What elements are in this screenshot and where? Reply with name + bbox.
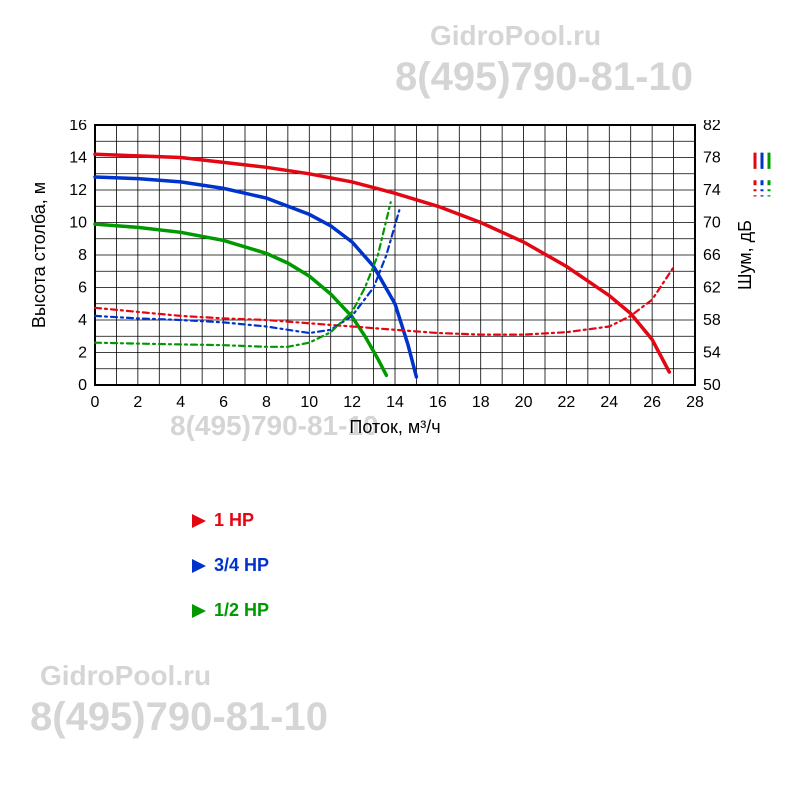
svg-text:74: 74	[703, 182, 721, 199]
svg-text:4: 4	[176, 394, 185, 411]
svg-text:78: 78	[703, 150, 721, 167]
svg-text:8: 8	[78, 247, 87, 264]
svg-text:24: 24	[600, 394, 618, 411]
watermark-phone-top: 8(495)790-81-10	[395, 55, 693, 100]
svg-text:Шум, дБ: Шум, дБ	[735, 220, 755, 290]
svg-text:12: 12	[343, 394, 361, 411]
watermark-site-top: GidroPool.ru	[430, 20, 601, 52]
svg-text:14: 14	[69, 150, 87, 167]
legend-label: 1 HP	[214, 510, 254, 531]
legend-marker-icon	[190, 512, 208, 530]
svg-text:0: 0	[78, 377, 87, 394]
legend-row: 3/4 HP	[190, 555, 269, 576]
svg-text:58: 58	[703, 312, 721, 329]
svg-text:12: 12	[69, 182, 87, 199]
svg-text:10: 10	[69, 215, 87, 232]
svg-text:54: 54	[703, 345, 721, 362]
svg-text:2: 2	[78, 345, 87, 362]
svg-text:2: 2	[133, 394, 142, 411]
svg-text:6: 6	[219, 394, 228, 411]
legend: 1 HP 3/4 HP 1/2 HP	[190, 510, 269, 645]
svg-text:62: 62	[703, 280, 721, 297]
series-noise_1hp	[95, 267, 674, 334]
svg-text:28: 28	[686, 394, 704, 411]
svg-text:16: 16	[429, 394, 447, 411]
legend-marker-icon	[190, 557, 208, 575]
svg-text:18: 18	[472, 394, 490, 411]
svg-text:10: 10	[300, 394, 318, 411]
legend-label: 1/2 HP	[214, 600, 269, 621]
svg-text:6: 6	[78, 280, 87, 297]
svg-text:50: 50	[703, 377, 721, 394]
svg-text:26: 26	[643, 394, 661, 411]
legend-label: 3/4 HP	[214, 555, 269, 576]
svg-text:66: 66	[703, 247, 721, 264]
svg-text:70: 70	[703, 215, 721, 232]
svg-text:16: 16	[69, 120, 87, 134]
svg-text:Поток, м³/ч: Поток, м³/ч	[349, 417, 440, 437]
svg-text:14: 14	[386, 394, 404, 411]
pump-chart: 0246810121416182022242628024681012141650…	[20, 120, 780, 450]
svg-text:82: 82	[703, 120, 721, 134]
chart-svg: 0246810121416182022242628024681012141650…	[20, 120, 780, 450]
svg-text:8: 8	[262, 394, 271, 411]
svg-text:20: 20	[515, 394, 533, 411]
legend-row: 1 HP	[190, 510, 269, 531]
legend-row: 1/2 HP	[190, 600, 269, 621]
legend-marker-icon	[190, 602, 208, 620]
svg-text:22: 22	[558, 394, 576, 411]
watermark-phone-bottom: 8(495)790-81-10	[30, 695, 328, 740]
svg-text:4: 4	[78, 312, 87, 329]
svg-text:Высота столба, м: Высота столба, м	[29, 182, 49, 328]
svg-text:0: 0	[91, 394, 100, 411]
watermark-site-bottom: GidroPool.ru	[40, 660, 211, 692]
